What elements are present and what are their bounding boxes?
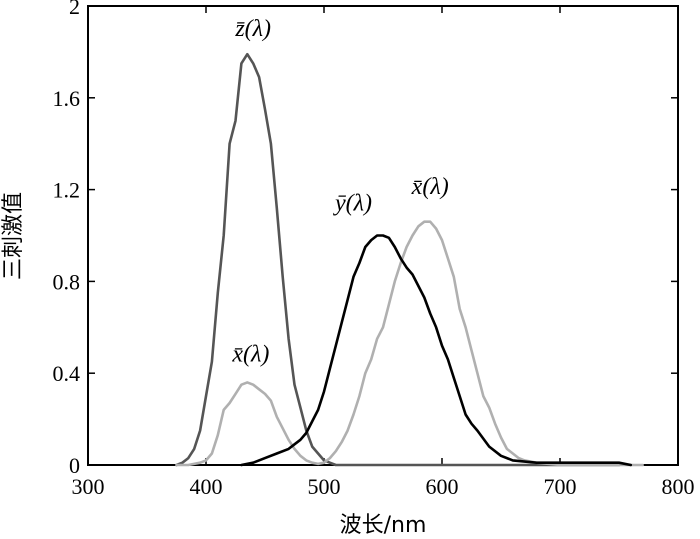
y-tick-label: 0 xyxy=(69,453,80,478)
series-layer xyxy=(175,52,644,467)
axis-tick-labels: 300 400 500 600 700 800 0 0.4 0.8 1.2 1.6 2 xyxy=(53,0,695,499)
x-tick-label: 600 xyxy=(426,474,459,499)
series-line xyxy=(175,52,621,467)
x-tick-label: 300 xyxy=(72,474,105,499)
y-axis-title: 三刺激值 xyxy=(1,192,26,280)
y-tick-label: 0.8 xyxy=(53,269,81,294)
x-axis-title: 波长/nm xyxy=(340,513,427,538)
y-tick-label: 0.4 xyxy=(53,361,81,386)
y-tick-label: 1.2 xyxy=(53,178,81,203)
series-label: x̄(λ) xyxy=(231,342,269,368)
series-line xyxy=(175,220,644,467)
curve-annotations: z̄(λ) x̄(λ) x̄(λ) ȳ(λ) xyxy=(231,16,448,368)
x-tick-label: 400 xyxy=(190,474,223,499)
series-label: ȳ(λ) xyxy=(333,190,372,216)
x-tick-label: 800 xyxy=(662,474,695,499)
y-tick-label: 2 xyxy=(69,0,80,19)
series-label: z̄(λ) xyxy=(234,16,271,42)
series-label: x̄(λ) xyxy=(411,174,449,200)
x-tick-label: 500 xyxy=(308,474,341,499)
y-tick-label: 1.6 xyxy=(53,86,81,111)
series-line xyxy=(240,234,633,467)
x-tick-label: 700 xyxy=(544,474,577,499)
